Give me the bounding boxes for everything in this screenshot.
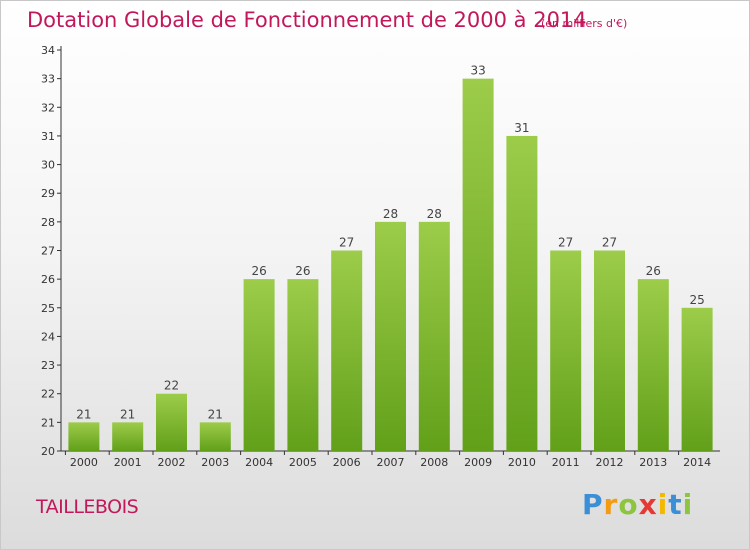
data-labels: 21 21 22 21 26 26 27 28 28 33 31 27 27 26 25	[76, 64, 704, 422]
data-label: 33	[470, 64, 485, 78]
y-tick-label: 31	[41, 130, 55, 143]
x-tick-label: 2013	[639, 456, 667, 469]
chart-unit: (en milliers d'€)	[541, 17, 628, 30]
y-tick-label: 25	[41, 302, 55, 315]
y-tick-label: 24	[41, 330, 55, 343]
data-label: 22	[164, 379, 179, 393]
y-tick-label: 26	[41, 273, 55, 286]
bar	[550, 250, 582, 451]
bar	[331, 250, 363, 451]
data-label: 21	[208, 407, 223, 421]
bars	[68, 78, 713, 452]
x-tick-label: 2012	[596, 456, 624, 469]
y-tick-label: 32	[41, 101, 55, 114]
y-tick-label: 29	[41, 187, 55, 200]
data-label: 21	[120, 407, 135, 421]
bar	[506, 135, 538, 451]
bar	[375, 221, 406, 451]
data-label: 26	[646, 264, 661, 278]
bar	[112, 422, 144, 451]
x-tick-label: 2007	[377, 456, 405, 469]
x-tick-label: 2008	[420, 456, 448, 469]
y-tick-label: 33	[41, 73, 55, 86]
bar	[681, 307, 713, 451]
x-tick-label: 2014	[683, 456, 711, 469]
x-tick-label: 2001	[114, 456, 142, 469]
bar	[418, 221, 450, 451]
y-axis: 20 21 22 23 24 25 26 27 28 29 30 31 32 33 34	[41, 44, 62, 458]
x-tick-label: 2004	[245, 456, 273, 469]
data-label: 27	[558, 236, 573, 250]
y-tick-label: 30	[41, 159, 55, 172]
chart-title: Dotation Globale de Fonctionnement de 20…	[27, 8, 587, 32]
y-tick-label: 23	[41, 359, 55, 372]
x-tick-label: 2006	[333, 456, 361, 469]
bar	[68, 422, 100, 451]
x-tick-label: 2011	[552, 456, 580, 469]
y-tick-label: 20	[41, 445, 55, 458]
x-tick-label: 2010	[508, 456, 536, 469]
proxiti-logo: Proxiti	[582, 488, 694, 521]
data-label: 26	[295, 264, 310, 278]
y-tick-label: 27	[41, 245, 55, 258]
bar	[156, 393, 187, 451]
bar	[462, 78, 494, 452]
y-tick-label: 22	[41, 388, 55, 401]
x-tick-label: 2002	[158, 456, 186, 469]
data-label: 26	[251, 264, 266, 278]
x-tick-label: 2009	[464, 456, 492, 469]
y-tick-label: 34	[41, 44, 55, 57]
data-label: 27	[602, 236, 617, 250]
bar	[594, 250, 625, 451]
data-label: 25	[689, 293, 704, 307]
bar	[199, 422, 231, 451]
bar	[243, 279, 275, 451]
y-tick-label: 21	[41, 416, 55, 429]
x-tick-label: 2003	[201, 456, 229, 469]
data-label: 28	[427, 207, 442, 221]
bar	[637, 279, 669, 451]
x-axis: 2000 2001 2002 2003 2004 2005 2006 2007 2008 2009…	[61, 450, 720, 469]
data-label: 21	[76, 407, 91, 421]
data-label: 28	[383, 207, 398, 221]
commune-name: TAILLEBOIS	[36, 496, 139, 518]
data-label: 27	[339, 236, 354, 250]
x-tick-label: 2000	[70, 456, 98, 469]
y-tick-label: 28	[41, 216, 55, 229]
bar	[287, 279, 319, 451]
data-label: 31	[514, 121, 529, 135]
x-tick-label: 2005	[289, 456, 317, 469]
